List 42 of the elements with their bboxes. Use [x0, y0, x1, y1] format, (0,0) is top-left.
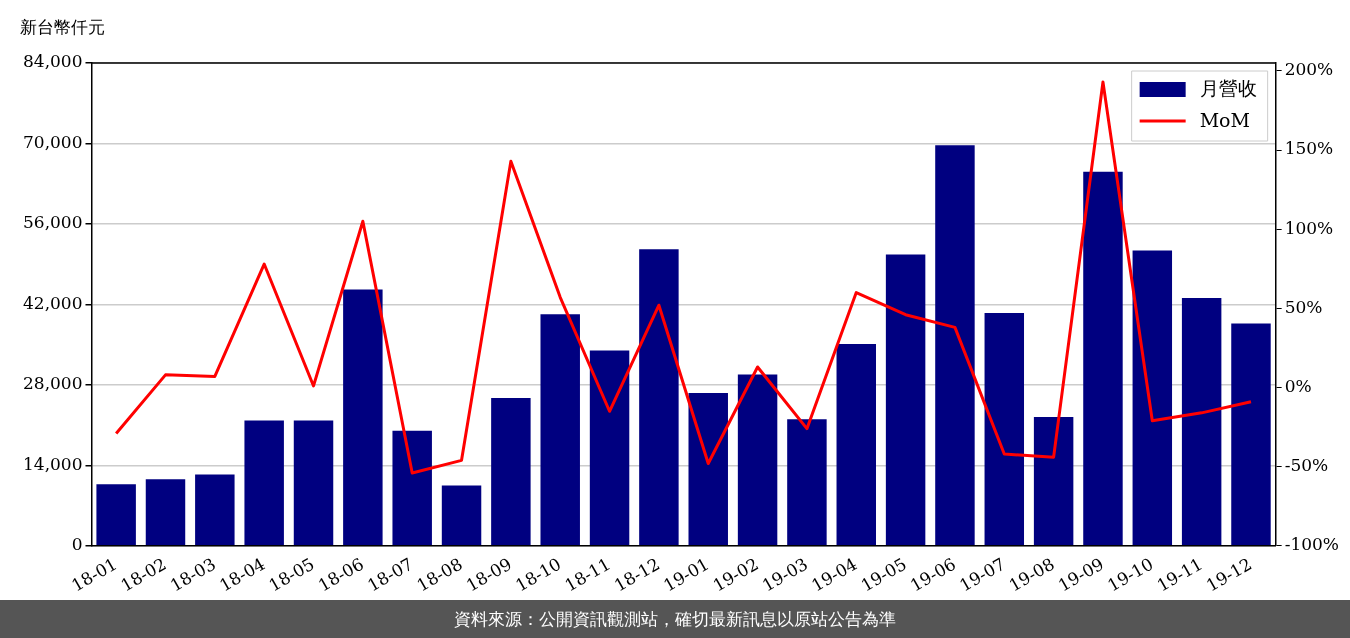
y-axis-title: 新台幣仟元: [20, 16, 105, 39]
bar: [1132, 250, 1173, 546]
bar: [145, 479, 186, 546]
bar: [589, 350, 630, 546]
source-note: 資料來源：公開資訊觀測站，確切最新訊息以原站公告為準: [0, 600, 1350, 638]
y2-tick-label: -50%: [1284, 455, 1329, 476]
y2-tick-label: 200%: [1284, 59, 1334, 80]
bar: [244, 420, 284, 546]
y-tick-label: 0: [71, 534, 83, 555]
y2-tick-label: -100%: [1284, 534, 1340, 555]
bar: [1033, 417, 1074, 546]
bar: [441, 485, 482, 546]
bar: [392, 430, 432, 546]
y-tick-label: 56,000: [23, 212, 83, 233]
bar: [639, 249, 679, 546]
bar: [787, 419, 827, 546]
bar: [540, 314, 580, 546]
bar: [1231, 323, 1271, 546]
bar: [343, 289, 383, 546]
y-tick-label: 70,000: [23, 131, 83, 152]
bar: [885, 254, 926, 546]
bar: [737, 374, 778, 546]
bar: [293, 420, 334, 546]
bar: [195, 474, 235, 546]
legend-label: 月營收: [1199, 76, 1257, 99]
bar: [96, 484, 136, 546]
bar: [1181, 298, 1222, 546]
bar: [935, 145, 975, 546]
y2-tick-label: 100%: [1284, 217, 1334, 238]
y2-tick-label: 50%: [1284, 296, 1323, 317]
legend-label: MoM: [1199, 108, 1251, 131]
y-tick-label: 42,000: [23, 292, 83, 313]
y-tick-label: 14,000: [23, 453, 83, 474]
bar: [836, 344, 876, 546]
bar: [688, 392, 728, 546]
bar: [984, 313, 1025, 546]
bar: [1083, 171, 1123, 546]
y-tick-label: 84,000: [23, 51, 83, 72]
bar: [491, 398, 531, 546]
y2-tick-label: 0%: [1284, 375, 1312, 396]
y2-tick-label: 150%: [1284, 138, 1334, 159]
y-tick-label: 28,000: [23, 373, 83, 394]
